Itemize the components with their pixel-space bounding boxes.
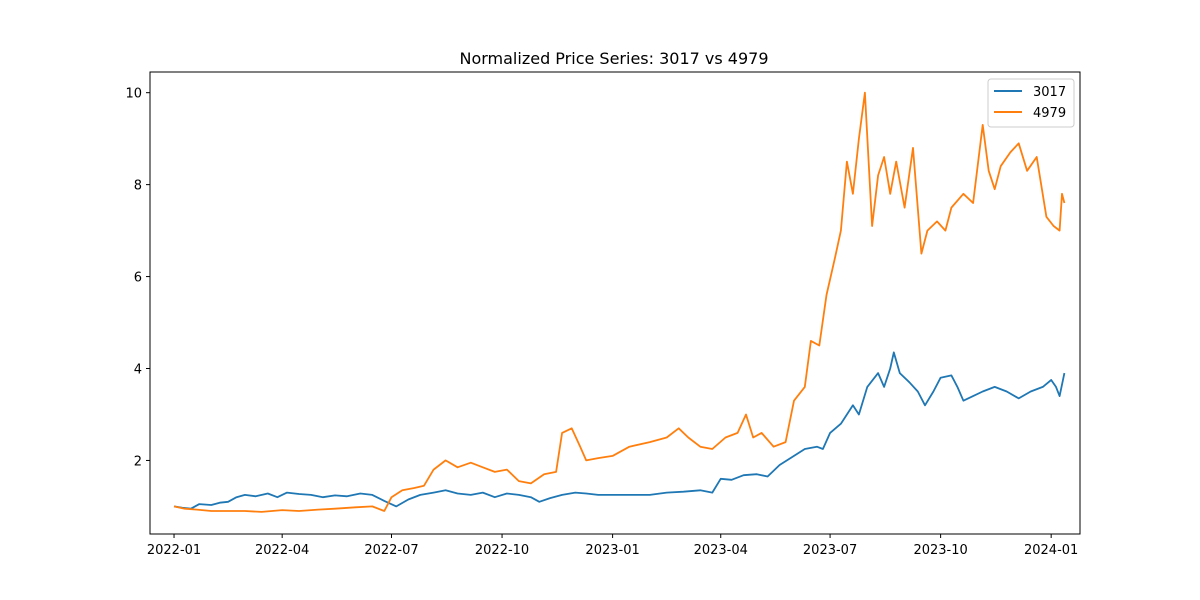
x-tick-label: 2022-07 [364, 543, 418, 558]
x-tick-label: 2023-10 [913, 543, 967, 558]
legend-label-4979: 4979 [1033, 106, 1066, 121]
x-tick-label: 2022-01 [147, 543, 201, 558]
x-tick-label: 2022-10 [475, 543, 529, 558]
chart-title: Normalized Price Series: 3017 vs 4979 [459, 49, 768, 68]
plot-frame [149, 71, 1081, 535]
series-line-4979 [173, 91, 1066, 513]
legend-label-3017: 3017 [1033, 85, 1066, 100]
series-layer [173, 91, 1066, 513]
x-tick-label: 2023-07 [803, 543, 857, 558]
legend: 3017 4979 [987, 78, 1075, 128]
x-axis: 2022-01 2022-04 2022-07 2022-10 2023-01 2023-… [147, 534, 1078, 558]
x-tick-label: 2023-04 [694, 543, 748, 558]
y-axis: 2 4 6 8 10 [125, 87, 150, 469]
x-tick-label: 2022-04 [255, 543, 309, 558]
x-tick-label: 2023-01 [585, 543, 639, 558]
series-line-3017 [173, 351, 1066, 510]
y-tick-label: 6 [134, 271, 142, 286]
plot-area: 2022-01 2022-04 2022-07 2022-10 2023-01 2023-… [125, 71, 1081, 558]
y-tick-label: 4 [134, 363, 142, 378]
y-tick-label: 10 [125, 87, 142, 102]
x-tick-label: 2024-01 [1024, 543, 1078, 558]
y-tick-label: 2 [134, 454, 142, 469]
y-tick-label: 8 [134, 179, 142, 194]
